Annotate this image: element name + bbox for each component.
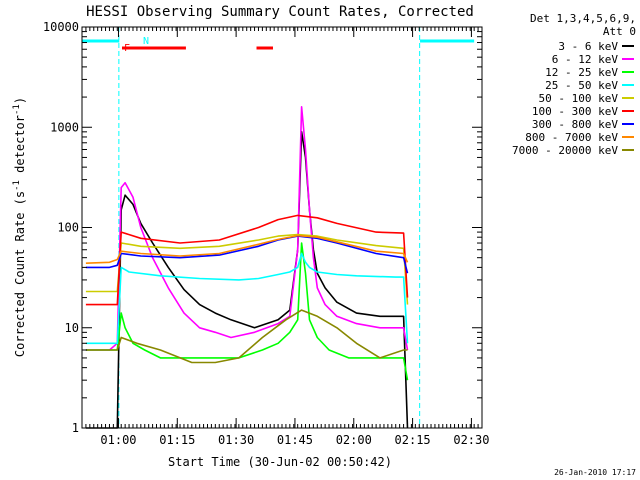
series-line-8 [85, 309, 408, 364]
legend-entry-label: 12 - 25 keV [545, 66, 618, 79]
series-line-5 [85, 214, 409, 306]
series-line-1 [85, 106, 409, 351]
series-line-0 [85, 131, 409, 429]
x-tick-label: 01:15 [159, 433, 195, 447]
legend-entry-label: 25 - 50 keV [545, 79, 618, 92]
plot-area: FN [82, 27, 475, 429]
flag-label-N: N [143, 36, 149, 47]
x-axis: 01:00 01:15 01:30 01:45 02:00 02:15 02:30 [81, 27, 489, 447]
series-line-4 [85, 233, 409, 305]
timestamp-label: 26-Jan-2010 17:17 [554, 468, 636, 477]
y-axis-label: Corrected Count Rate (s-1 detector-1) [12, 97, 27, 357]
x-tick-label: 01:45 [277, 433, 313, 447]
y-tick-label: 10000 [43, 20, 79, 34]
legend-entry-label: 50 - 100 keV [539, 92, 619, 105]
flag-label-F: F [124, 43, 130, 54]
legend-entry-label: 800 - 7000 keV [525, 131, 618, 144]
legend-entry-label: 100 - 300 keV [532, 105, 618, 118]
y-axis-label-mid: detector [13, 115, 27, 180]
x-tick-label: 02:00 [336, 433, 372, 447]
series-line-6 [85, 235, 409, 274]
y-axis-label-end: ) [13, 97, 27, 104]
series-line-7 [85, 234, 409, 264]
legend-entry-label: 3 - 6 keV [558, 40, 618, 53]
series-line-2 [85, 242, 409, 381]
y-axis-label-exp-2: -1 [12, 104, 22, 115]
plot-frame [81, 26, 483, 429]
legend-header-line-2: Att 0 [603, 25, 636, 38]
x-tick-label: 01:30 [218, 433, 254, 447]
legend-entry-label: 6 - 12 keV [552, 53, 619, 66]
y-axis-label-exp-1: -1 [12, 180, 22, 191]
x-tick-label: 02:30 [453, 433, 489, 447]
chart-title: HESSI Observing Summary Count Rates, Cor… [86, 4, 474, 20]
y-axis: 1 10 100 1000 10000 [43, 20, 482, 435]
y-tick-label: 1000 [50, 120, 79, 134]
y-tick-label: 100 [57, 221, 79, 235]
y-axis-label-main: Corrected Count Rate (s [13, 191, 27, 357]
series-line-3 [85, 252, 409, 345]
y-tick-label: 10 [65, 321, 79, 335]
legend-entry-label: 300 - 800 keV [532, 118, 618, 131]
legend-header-line-1: Det 1,3,4,5,6,9, [530, 12, 636, 25]
y-tick-label: 1 [72, 421, 79, 435]
x-tick-label: 01:00 [100, 433, 136, 447]
x-axis-label: Start Time (30-Jun-02 00:50:42) [168, 455, 392, 469]
x-tick-label: 02:15 [395, 433, 431, 447]
legend-entry-label: 7000 - 20000 keV [512, 144, 618, 157]
